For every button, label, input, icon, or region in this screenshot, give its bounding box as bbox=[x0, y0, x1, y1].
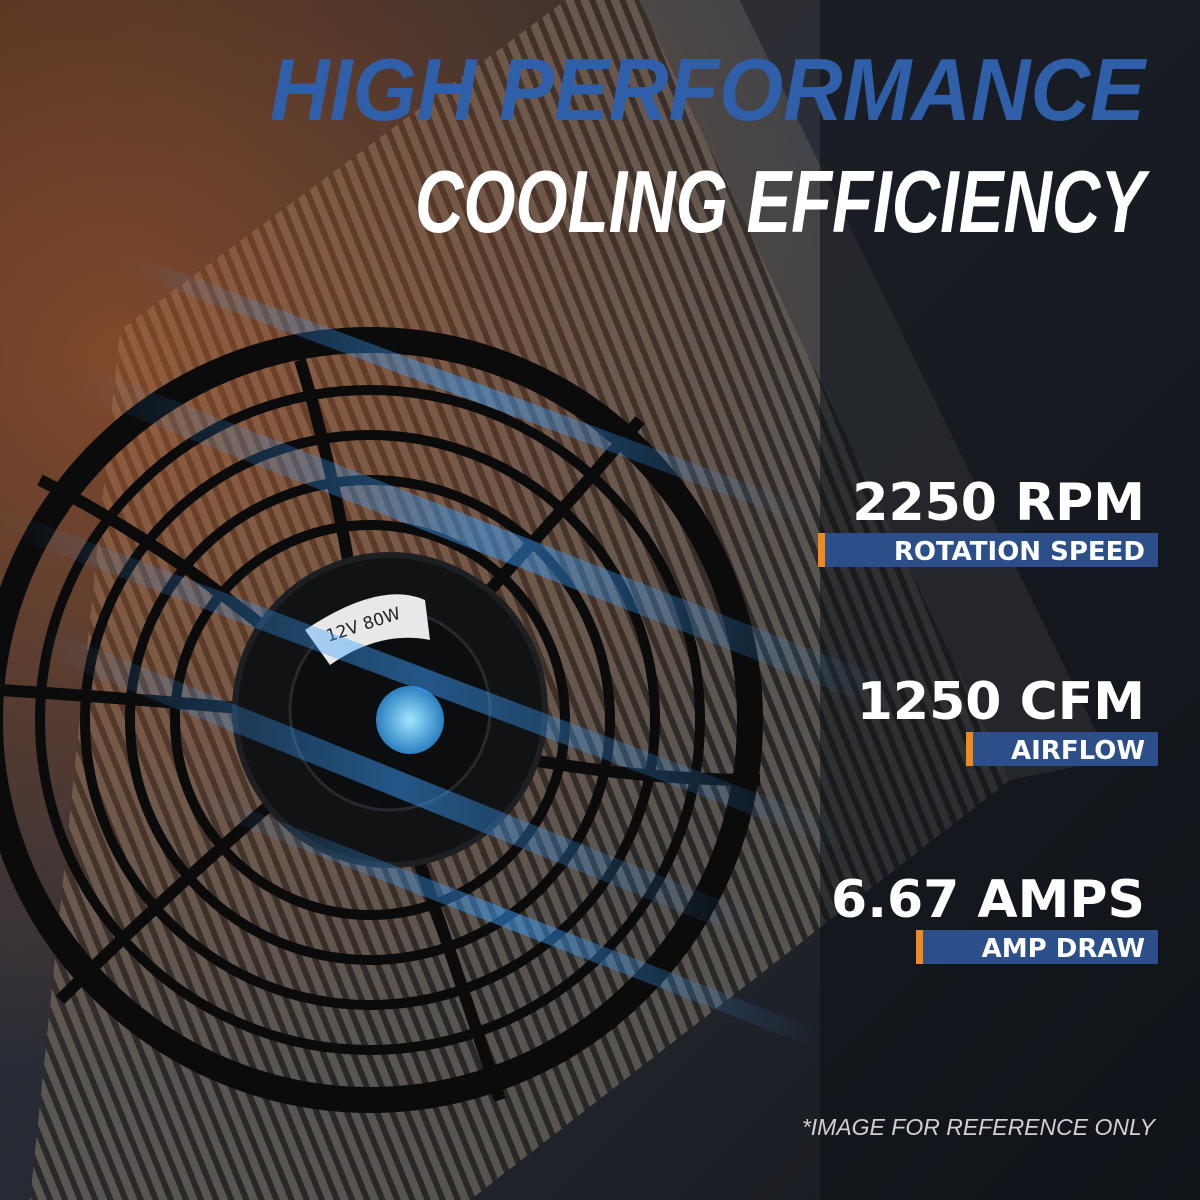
spec-accent bbox=[966, 732, 973, 766]
spec-label-box bbox=[818, 533, 1158, 567]
spec-amps: 6.67 AMPS AMP DRAW bbox=[831, 870, 1158, 964]
spec-label: AIRFLOW bbox=[1011, 736, 1145, 766]
headline-line1: HIGH PERFORMANCE bbox=[270, 40, 1147, 139]
spec-value: 6.67 AMPS bbox=[831, 870, 1145, 930]
spec-value: 2250 RPM bbox=[852, 473, 1145, 533]
air-streaks bbox=[0, 251, 915, 1049]
spec-label: AMP DRAW bbox=[982, 934, 1145, 964]
headline-line2: COOLING EFFICIENCY bbox=[415, 152, 1151, 251]
spec-label: ROTATION SPEED bbox=[894, 537, 1145, 567]
spec-accent bbox=[818, 533, 825, 567]
spec-rpm: 2250 RPM ROTATION SPEED bbox=[818, 473, 1158, 567]
right-shade bbox=[820, 0, 1200, 1200]
spec-value: 1250 CFM bbox=[857, 672, 1145, 732]
disclaimer: *IMAGE FOR REFERENCE ONLY bbox=[802, 1114, 1157, 1140]
spec-label-box bbox=[966, 732, 1158, 766]
spec-label-box bbox=[916, 930, 1158, 964]
spec-accent bbox=[916, 930, 923, 964]
spec-cfm: 1250 CFM AIRFLOW bbox=[857, 672, 1158, 766]
